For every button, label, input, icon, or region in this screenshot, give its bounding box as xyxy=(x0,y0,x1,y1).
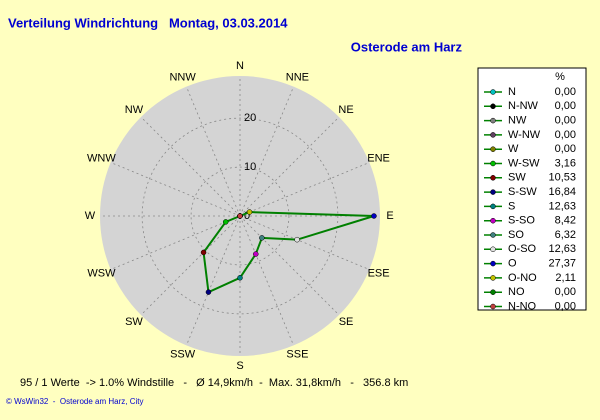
legend-value: 3,16 xyxy=(555,157,576,169)
wind-marker xyxy=(222,219,229,225)
legend-swatch xyxy=(490,303,496,310)
legend-value: 2,11 xyxy=(555,272,576,284)
legend-label: N-NW xyxy=(508,100,539,112)
legend-value: 12,63 xyxy=(548,200,576,212)
wind-marker xyxy=(200,249,207,256)
legend-label: S xyxy=(508,200,515,212)
legend-value: 10,53 xyxy=(548,172,576,184)
direction-label: WSW xyxy=(87,267,116,279)
wind-marker xyxy=(205,289,212,295)
legend-swatch xyxy=(490,260,496,267)
legend-value: 0,00 xyxy=(555,300,576,312)
grid-circle xyxy=(141,117,339,315)
credit: © WsWin32 - Osterode am Harz, City xyxy=(6,397,143,406)
chart-subtitle: Osterode am Harz xyxy=(351,39,463,54)
legend-box xyxy=(477,67,587,311)
legend-label: W xyxy=(508,143,519,155)
legend-label: N xyxy=(508,86,516,98)
direction-label: ENE xyxy=(367,153,390,165)
legend-label: SW xyxy=(508,172,526,184)
legend-label: S-SW xyxy=(508,186,537,198)
footer: 95 / 1 Werte -> 1.0% Windstille - Ø 14,9… xyxy=(20,377,408,389)
legend-swatch xyxy=(490,132,496,138)
legend-label: O-SO xyxy=(508,243,537,255)
direction-label: NW xyxy=(125,104,144,116)
chart-title: Verteilung Windrichtung Montag, 03.03.20… xyxy=(8,15,288,30)
legend-label: W-NW xyxy=(508,129,541,141)
direction-label: NE xyxy=(338,104,353,116)
direction-label: S xyxy=(236,360,243,372)
legend-label: S-SO xyxy=(508,215,535,227)
legend-swatch xyxy=(490,289,496,295)
legend-label: NO xyxy=(508,286,525,298)
legend-swatch xyxy=(490,203,496,210)
legend-swatch xyxy=(490,275,496,281)
direction-label: SSE xyxy=(286,348,308,360)
legend-swatch xyxy=(490,103,496,110)
direction-label: SW xyxy=(125,316,143,328)
direction-label: NNE xyxy=(286,71,309,83)
legend-swatch xyxy=(490,175,496,181)
legend-swatch xyxy=(490,246,496,253)
wind-marker xyxy=(294,236,300,243)
r-tick-label: 20 xyxy=(244,112,256,124)
legend-value: 0,00 xyxy=(555,129,576,141)
legend-value: 6,32 xyxy=(555,229,576,241)
direction-label: SE xyxy=(339,316,354,328)
legend-value: 16,84 xyxy=(548,186,576,198)
legend-swatch xyxy=(490,146,496,152)
wind-marker xyxy=(237,275,243,281)
grid-circle xyxy=(190,166,290,266)
legend-value: 0,00 xyxy=(555,286,576,298)
legend-value: 8,42 xyxy=(555,215,576,227)
r-tick-label: 10 xyxy=(244,161,256,173)
legend-value: 12,63 xyxy=(548,243,576,255)
legend-swatch xyxy=(490,117,496,124)
legend-value: 0,00 xyxy=(555,143,576,155)
direction-label: W xyxy=(85,210,96,222)
legend-swatch xyxy=(490,89,496,95)
wind-marker xyxy=(371,213,377,219)
legend-value: 27,37 xyxy=(548,258,576,270)
direction-label: WNW xyxy=(87,153,116,165)
legend-swatch xyxy=(490,160,496,167)
direction-label: N xyxy=(236,60,244,72)
direction-label: ESE xyxy=(368,267,390,279)
legend-value: 0,00 xyxy=(555,115,576,127)
legend-label: W-SW xyxy=(508,157,540,169)
legend-swatch xyxy=(490,217,496,224)
legend-label: O-NO xyxy=(508,272,537,284)
legend-label: N-NO xyxy=(508,300,537,312)
direction-label: SSW xyxy=(170,348,196,360)
r-tick-label: 0 xyxy=(244,210,250,222)
wind-marker xyxy=(237,213,243,219)
wind-marker xyxy=(259,235,265,241)
direction-label: NNW xyxy=(169,71,196,83)
legend-label: NW xyxy=(508,115,527,127)
legend-value: 0,00 xyxy=(555,86,576,98)
legend-value: 0,00 xyxy=(555,100,576,112)
direction-label: E xyxy=(386,210,393,222)
wind-marker xyxy=(253,251,259,257)
legend-swatch xyxy=(490,232,496,238)
legend-label: SO xyxy=(508,229,524,241)
wind-marker xyxy=(246,209,253,215)
legend-swatch xyxy=(490,189,496,195)
legend-label: O xyxy=(508,258,517,270)
legend-title: % xyxy=(555,71,565,83)
